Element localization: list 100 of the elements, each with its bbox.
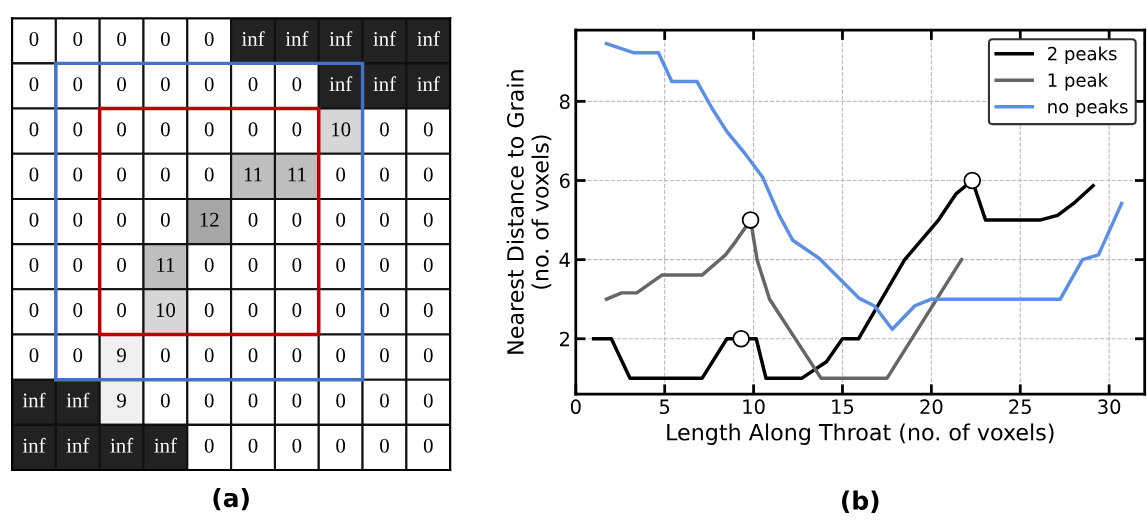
text: (b) <box>842 490 879 513</box>
x-tick-label: 30 <box>1098 399 1121 415</box>
data-label: 0 <box>248 257 258 272</box>
data-label: 0 <box>292 212 302 227</box>
data-label: 10 <box>332 122 351 137</box>
data-label: 0 <box>292 303 302 318</box>
data-label: 0 <box>204 77 214 92</box>
data-label: 0 <box>117 77 126 92</box>
data-label: 0 <box>160 212 170 227</box>
data-label: 0 <box>117 122 126 137</box>
data-label: 0 <box>336 438 346 453</box>
data-label: 0 <box>423 167 433 182</box>
data-label: 0 <box>380 167 389 182</box>
data-label: 10 <box>156 303 176 318</box>
text: inf <box>285 31 309 46</box>
data-label: 0 <box>204 348 214 363</box>
x-tick-label: 15 <box>832 399 854 415</box>
y-axis-title: Nearest Distance to Grain (no. of voxels) <box>506 70 552 354</box>
point <box>963 171 982 190</box>
data-label: 0 <box>73 348 83 363</box>
data-label: 0 <box>73 167 83 182</box>
data-label: 0 <box>117 257 126 272</box>
y-tick-label: 6 <box>559 173 570 189</box>
text: inf <box>373 31 397 46</box>
data-label: 0 <box>204 303 214 318</box>
x-tick-label: 20 <box>920 399 943 415</box>
data-label: 12 <box>200 212 219 227</box>
data-label: 0 <box>336 303 346 318</box>
data-label: 0 <box>29 31 39 47</box>
data-label: 0 <box>29 257 39 272</box>
data-label: 0 <box>380 212 389 227</box>
data-label: 0 <box>73 77 83 92</box>
data-label: 0 <box>423 438 433 453</box>
legend-label: 1 peak <box>1048 72 1108 91</box>
data-label: 0 <box>248 303 258 318</box>
data-label: 0 <box>73 212 83 227</box>
data-label: 0 <box>380 303 389 318</box>
data-label: 11 <box>244 167 262 182</box>
data-label: 0 <box>204 122 214 137</box>
data-label: 0 <box>73 303 83 318</box>
data-label: 0 <box>204 31 214 47</box>
data-label: 0 <box>160 348 170 363</box>
text: inf <box>373 76 397 91</box>
data-label: 0 <box>248 122 258 137</box>
data-label: 0 <box>292 257 302 272</box>
data-label: 0 <box>117 303 126 318</box>
x-tick-label: 25 <box>1009 399 1031 415</box>
text: inf <box>329 76 353 91</box>
data-label: 0 <box>204 167 214 182</box>
text: inf <box>66 392 90 408</box>
point <box>732 329 750 348</box>
data-label: 11 <box>157 257 175 272</box>
text: inf <box>66 437 90 453</box>
data-label: 0 <box>29 303 39 318</box>
data-label: 0 <box>117 31 126 47</box>
data-label: 0 <box>336 212 346 227</box>
data-label: 0 <box>29 348 39 363</box>
data-label: 0 <box>160 167 170 182</box>
data-label: 0 <box>248 438 258 453</box>
data-label: 0 <box>380 257 389 272</box>
data-label: 0 <box>73 31 83 47</box>
x-axis-title: Length Along Throat (no. of voxels) <box>667 423 1054 445</box>
point <box>741 211 760 229</box>
text: inf <box>22 392 46 408</box>
legend-label: no peaks <box>1048 99 1128 117</box>
data-label: 0 <box>423 257 433 272</box>
data-label: 0 <box>292 438 302 453</box>
data-label: 0 <box>248 348 258 363</box>
data-label: 0 <box>73 257 83 272</box>
text: inf <box>241 31 265 46</box>
text: inf <box>154 437 177 453</box>
text: inf <box>329 31 353 46</box>
data-label: 0 <box>29 122 39 137</box>
text: inf <box>22 437 46 453</box>
data-label: 0 <box>29 77 39 92</box>
data-label: 0 <box>336 257 346 272</box>
data-label: 0 <box>292 348 302 363</box>
data-label: 0 <box>29 212 39 227</box>
data-label: 0 <box>423 212 433 227</box>
data-label: 0 <box>292 77 302 92</box>
y-tick-label: 8 <box>559 94 570 110</box>
data-label: 0 <box>29 167 39 182</box>
data-label: 0 <box>380 438 389 453</box>
text: inf <box>417 76 440 91</box>
y-tick-label: 4 <box>559 252 570 268</box>
data-label: 0 <box>423 122 433 137</box>
data-label: 0 <box>73 122 83 137</box>
data-label: 0 <box>380 348 389 363</box>
data-label: 0 <box>380 122 389 137</box>
data-label: 0 <box>160 77 170 92</box>
data-label: 0 <box>160 122 170 137</box>
data-label: 0 <box>117 212 126 227</box>
x-tick-label: 10 <box>743 399 765 415</box>
text: inf <box>417 31 440 46</box>
data-label: 0 <box>160 31 170 47</box>
data-label: 9 <box>117 393 126 408</box>
data-label: 0 <box>292 122 302 137</box>
data-label: 11 <box>288 167 306 182</box>
data-label: 0 <box>204 257 214 272</box>
x-tick-label: 5 <box>660 399 670 415</box>
